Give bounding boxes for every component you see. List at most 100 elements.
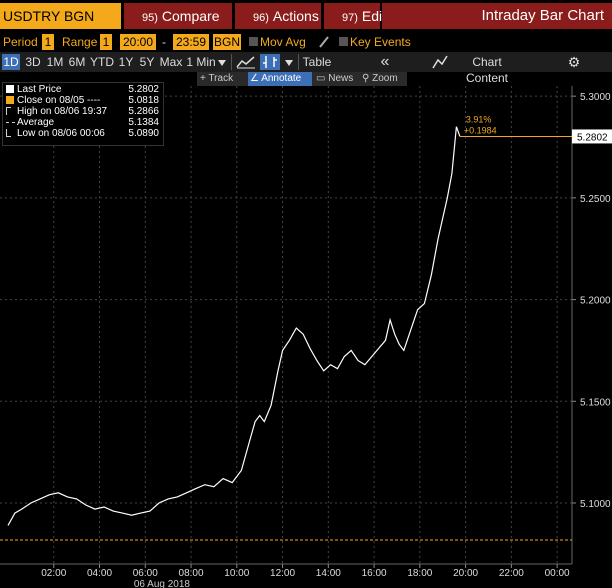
x-axis-labels: 02:00 04:00 06:00 08:00 10:00 12:00 14:00 16:00… xyxy=(41,568,570,579)
toolbar-row: 1D 3D 1M 6M YTD 1Y 5Y Max 1 Min Table « … xyxy=(0,52,612,85)
change-absolute-label: +0.1984 xyxy=(464,125,497,135)
range-6m-button[interactable]: 6M xyxy=(68,55,86,69)
actions-button[interactable]: 96)Actions▼ xyxy=(235,3,333,29)
key-events-checkbox[interactable] xyxy=(339,37,348,46)
period-input[interactable]: 1 xyxy=(42,34,54,50)
interval-select[interactable]: 1 Min xyxy=(186,55,216,69)
edit-number: 97) xyxy=(342,12,358,24)
x-tick-label: 20:00 xyxy=(453,568,478,579)
range-1y-button[interactable]: 1Y xyxy=(118,55,134,69)
change-percent-label: 3.91% xyxy=(466,114,492,124)
compare-button[interactable]: 95) Compare xyxy=(124,3,232,29)
track-button[interactable]: + Track xyxy=(200,72,244,86)
pencil-icon[interactable] xyxy=(318,35,330,49)
legend-label: Average xyxy=(17,117,55,128)
x-tick-label: 12:00 xyxy=(270,568,295,579)
legend-label: Last Price xyxy=(17,84,62,95)
range-max-button[interactable]: Max xyxy=(159,55,183,69)
legend-label: Low on 08/06 00:06 xyxy=(17,128,105,139)
orange-square-icon xyxy=(6,96,14,104)
x-tick-label: 08:00 xyxy=(179,568,204,579)
high-marker-icon xyxy=(6,107,11,115)
key-events-label: Key Events xyxy=(350,35,411,49)
x-tick-label: 02:00 xyxy=(41,568,66,579)
legend-label: Close on 08/05 ---- xyxy=(17,95,101,106)
source-input[interactable]: BGN xyxy=(213,34,241,50)
legend-value: 5.0818 xyxy=(128,95,159,106)
last-price-label: 5.2802 xyxy=(577,132,608,143)
legend-row-close: Close on 08/05 ---- 5.0818 xyxy=(3,95,163,106)
compare-label: Compare xyxy=(161,8,220,24)
y-tick-label: 5.3000 xyxy=(580,92,611,103)
mov-avg-label: Mov Avg xyxy=(260,35,306,49)
low-marker-icon xyxy=(6,129,11,137)
range-3d-button[interactable]: 3D xyxy=(25,55,41,69)
price-chart[interactable]: 5.1000 5.1500 5.2000 5.2500 5.3000 02:00 04:0… xyxy=(0,86,612,588)
x-tick-label: 10:00 xyxy=(224,568,249,579)
legend-row-last-price: Last Price 5.2802 xyxy=(3,84,163,95)
x-tick-label: 14:00 xyxy=(316,568,341,579)
news-button[interactable]: ▭ News xyxy=(316,72,358,86)
chevron-down-icon[interactable] xyxy=(285,60,293,66)
security-ticker[interactable]: USDTRY BGN Curncy xyxy=(0,3,121,50)
chevron-down-icon[interactable] xyxy=(218,60,226,66)
chart-legend[interactable]: Last Price 5.2802 Close on 08/05 ---- 5.… xyxy=(2,82,164,146)
legend-row-average: Average 5.1384 xyxy=(3,117,163,128)
legend-value: 5.2866 xyxy=(128,106,159,117)
last-price-marker xyxy=(572,129,612,144)
x-tick-label: 22:00 xyxy=(499,568,524,579)
toolbar-divider xyxy=(298,54,299,70)
gear-icon[interactable]: ⚙ xyxy=(567,54,581,70)
zoom-button[interactable]: ⚲ Zoom xyxy=(362,72,406,86)
range-ytd-button[interactable]: YTD xyxy=(90,55,114,69)
y-tick-label: 5.1500 xyxy=(580,397,611,408)
legend-value: 5.2802 xyxy=(128,84,159,95)
legend-value: 5.0890 xyxy=(128,128,159,139)
page-title: Intraday Bar Chart xyxy=(382,3,612,29)
legend-row-high: High on 08/06 19:37 5.2866 xyxy=(3,106,163,117)
range-1d-button[interactable]: 1D xyxy=(2,54,20,70)
x-axis-date-label: 06 Aug 2018 xyxy=(134,579,191,588)
range-input[interactable]: 1 xyxy=(100,34,112,50)
price-series xyxy=(7,126,461,526)
table-button[interactable]: Table xyxy=(302,55,332,69)
bar-chart-button[interactable] xyxy=(260,54,280,70)
annotate-button[interactable]: ∠ Annotate xyxy=(248,72,312,86)
line-chart-icon[interactable] xyxy=(236,55,256,69)
range-1m-button[interactable]: 1M xyxy=(46,55,64,69)
range-5y-button[interactable]: 5Y xyxy=(139,55,155,69)
mov-avg-checkbox[interactable] xyxy=(249,37,258,46)
end-time-input[interactable]: 23:59 xyxy=(173,34,209,50)
annotate-label: Annotate xyxy=(261,73,302,84)
white-square-icon xyxy=(6,85,14,93)
y-tick-label: 5.2000 xyxy=(580,296,611,307)
chart-content-icon[interactable] xyxy=(432,55,448,69)
track-label: Track xyxy=(208,73,234,84)
price-line xyxy=(7,126,461,526)
legend-row-low: Low on 08/06 00:06 5.0890 xyxy=(3,128,163,139)
x-tick-label: 16:00 xyxy=(362,568,387,579)
average-line-icon xyxy=(6,122,15,123)
legend-label: High on 08/06 19:37 xyxy=(17,106,108,117)
range-dash: - xyxy=(162,35,166,49)
actions-label: Actions xyxy=(272,8,319,24)
chart-grid xyxy=(0,86,612,588)
range-label: Range xyxy=(62,35,98,49)
actions-number: 96) xyxy=(253,12,269,24)
period-label: Period xyxy=(3,35,38,49)
collapse-arrows-button[interactable]: « xyxy=(380,53,390,70)
news-icon: ▭ xyxy=(316,73,329,84)
y-tick-label: 5.1000 xyxy=(580,499,611,510)
pencil-icon: ∠ xyxy=(250,73,262,84)
x-tick-label: 18:00 xyxy=(407,568,432,579)
ohlc-bar-icon xyxy=(263,56,277,68)
header-bar: USDTRY BGN Curncy 95)Compare 96)Actions▼… xyxy=(0,0,612,50)
edit-button[interactable]: 97)Edit▼ xyxy=(324,3,400,29)
legend-value: 5.1384 xyxy=(128,117,159,128)
y-axis-labels: 5.1000 5.1500 5.2000 5.2500 5.3000 xyxy=(580,92,611,510)
x-tick-label: 04:00 xyxy=(87,568,112,579)
search-icon: ⚲ xyxy=(362,73,373,84)
start-time-input[interactable]: 20:00 xyxy=(120,34,156,50)
news-label: News xyxy=(328,73,354,84)
chart-content-button[interactable]: Chart Content xyxy=(465,55,509,85)
